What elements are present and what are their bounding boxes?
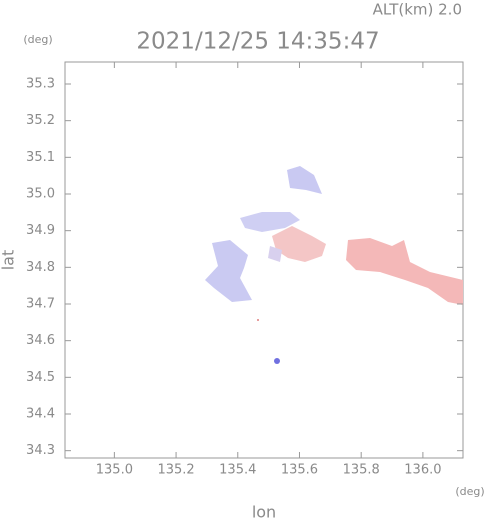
subtitle: ALT(km) 2.0 — [373, 1, 462, 19]
y-tick-label: 34.4 — [26, 407, 55, 422]
echo-red — [346, 238, 463, 305]
y-tick-label: 34.3 — [26, 443, 55, 458]
echo-blue — [287, 166, 322, 194]
y-tick-label: 34.7 — [26, 297, 55, 312]
echo-blue — [205, 240, 252, 302]
x-axis-label: lon — [252, 503, 276, 521]
echo-point — [257, 319, 259, 321]
y-tick-label: 34.5 — [26, 370, 55, 385]
echo-blue — [240, 212, 300, 232]
y-axis-label: lat — [0, 250, 18, 271]
x-tick-label: 136.0 — [404, 463, 441, 478]
plot-frame — [64, 61, 464, 459]
y-tick-label: 34.8 — [26, 260, 55, 275]
chart-title: 2021/12/25 14:35:47 — [136, 29, 379, 55]
x-unit: (deg) — [455, 485, 484, 498]
x-tick-label: 135.2 — [157, 463, 194, 478]
echo-areas — [205, 166, 463, 364]
x-tick-label: 135.6 — [281, 463, 318, 478]
x-tick-label: 135.8 — [343, 463, 380, 478]
y-tick-label: 34.9 — [26, 223, 55, 238]
echo-mixed — [268, 246, 282, 262]
y-tick-label: 35.1 — [26, 150, 55, 165]
x-tick-label: 135.4 — [219, 463, 256, 478]
echo-point — [274, 358, 280, 364]
x-tick-label: 135.0 — [96, 463, 133, 478]
y-unit: (deg) — [23, 33, 52, 46]
y-tick-label: 35.3 — [26, 77, 55, 92]
y-tick-label: 35.0 — [26, 187, 55, 202]
echo-red — [272, 226, 326, 262]
y-tick-label: 34.6 — [26, 333, 55, 348]
y-tick-label: 35.2 — [26, 113, 55, 128]
